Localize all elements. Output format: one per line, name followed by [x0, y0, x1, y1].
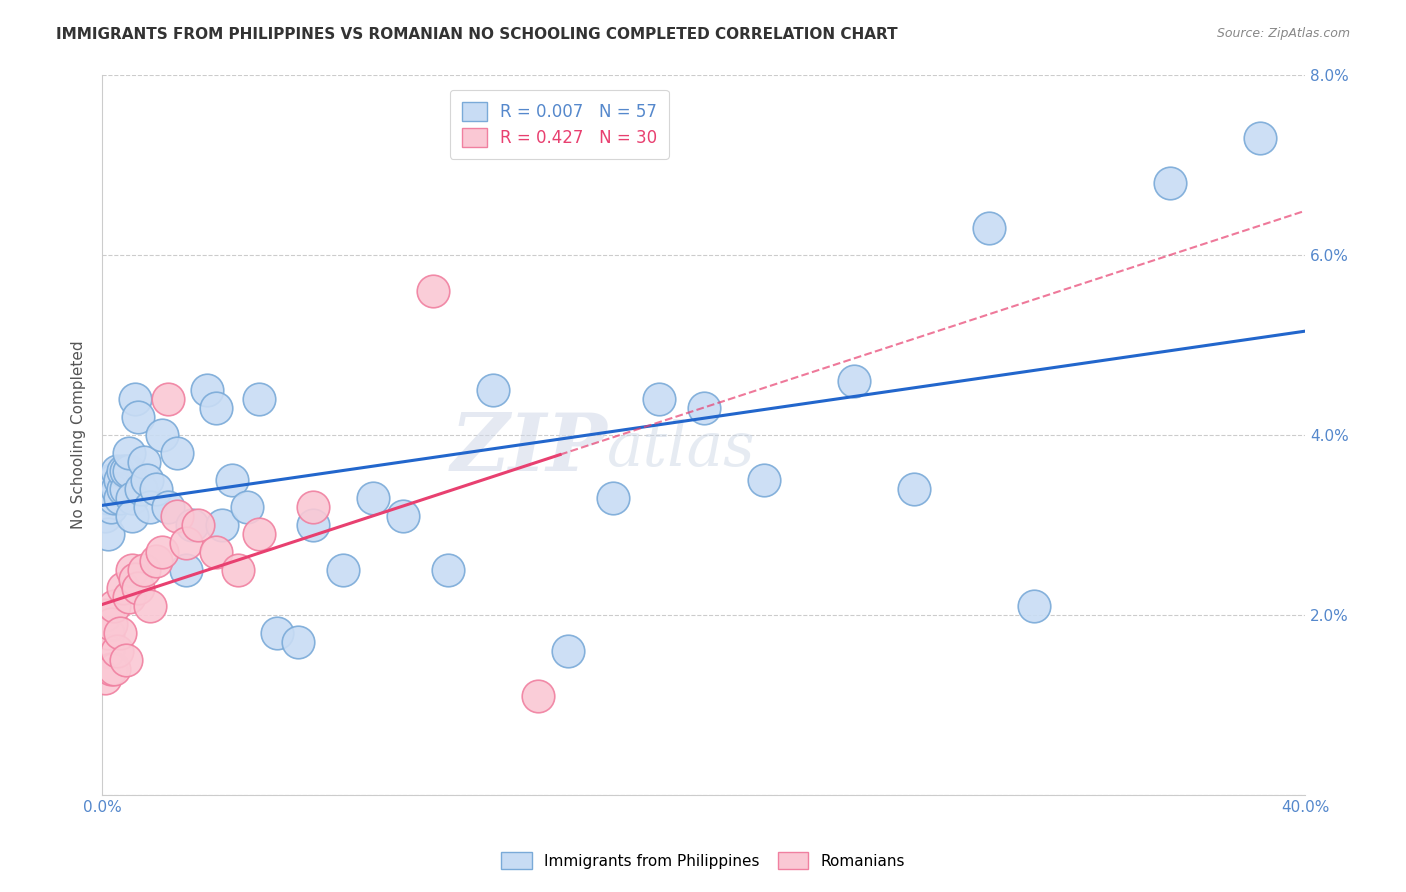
Point	[136, 473, 159, 487]
Point	[157, 392, 180, 406]
Point	[197, 383, 219, 397]
Point	[166, 445, 188, 459]
Point	[105, 643, 128, 657]
Point	[752, 473, 775, 487]
Point	[100, 662, 122, 676]
Point	[527, 689, 550, 703]
Point	[205, 401, 228, 415]
Point	[97, 526, 120, 541]
Point	[134, 563, 156, 577]
Point	[557, 643, 579, 657]
Point	[187, 517, 209, 532]
Point	[602, 491, 624, 505]
Point	[139, 599, 162, 613]
Point	[121, 491, 143, 505]
Point	[235, 500, 257, 514]
Point	[121, 563, 143, 577]
Point	[105, 482, 128, 496]
Text: atlas: atlas	[607, 419, 756, 479]
Point	[121, 508, 143, 523]
Point	[110, 491, 132, 505]
Point	[166, 508, 188, 523]
Point	[100, 473, 122, 487]
Point	[97, 643, 120, 657]
Point	[112, 464, 135, 478]
Legend: Immigrants from Philippines, Romanians: Immigrants from Philippines, Romanians	[495, 846, 911, 875]
Point	[110, 473, 132, 487]
Point	[211, 517, 233, 532]
Point	[392, 508, 415, 523]
Text: IMMIGRANTS FROM PHILIPPINES VS ROMANIAN NO SCHOOLING COMPLETED CORRELATION CHART: IMMIGRANTS FROM PHILIPPINES VS ROMANIAN …	[56, 27, 898, 42]
Point	[100, 616, 122, 631]
Point	[647, 392, 669, 406]
Point	[100, 482, 122, 496]
Point	[176, 535, 198, 549]
Point	[112, 581, 135, 595]
Point	[145, 554, 167, 568]
Point	[221, 473, 243, 487]
Point	[124, 392, 146, 406]
Point	[181, 517, 204, 532]
Point	[139, 500, 162, 514]
Point	[150, 427, 173, 442]
Point	[205, 544, 228, 558]
Point	[157, 500, 180, 514]
Point	[115, 653, 138, 667]
Point	[150, 544, 173, 558]
Point	[266, 625, 288, 640]
Point	[482, 383, 505, 397]
Point	[134, 455, 156, 469]
Point	[226, 563, 249, 577]
Point	[127, 409, 149, 424]
Point	[103, 599, 125, 613]
Point	[332, 563, 354, 577]
Point	[131, 482, 153, 496]
Point	[361, 491, 384, 505]
Point	[97, 491, 120, 505]
Point	[842, 374, 865, 388]
Point	[1159, 176, 1181, 190]
Point	[100, 500, 122, 514]
Point	[1249, 130, 1271, 145]
Point	[97, 625, 120, 640]
Point	[118, 590, 141, 604]
Point	[145, 482, 167, 496]
Point	[110, 625, 132, 640]
Text: Source: ZipAtlas.com: Source: ZipAtlas.com	[1216, 27, 1350, 40]
Point	[103, 662, 125, 676]
Point	[94, 607, 117, 622]
Point	[94, 671, 117, 685]
Point	[112, 482, 135, 496]
Point	[176, 563, 198, 577]
Point	[1024, 599, 1046, 613]
Point	[301, 517, 323, 532]
Point	[301, 500, 323, 514]
Point	[247, 526, 270, 541]
Point	[94, 508, 117, 523]
Legend: R = 0.007   N = 57, R = 0.427   N = 30: R = 0.007 N = 57, R = 0.427 N = 30	[450, 90, 669, 159]
Point	[437, 563, 460, 577]
Point	[287, 634, 309, 648]
Point	[115, 482, 138, 496]
Point	[105, 464, 128, 478]
Point	[118, 445, 141, 459]
Text: ZIP: ZIP	[450, 410, 607, 488]
Point	[692, 401, 714, 415]
Point	[979, 220, 1001, 235]
Y-axis label: No Schooling Completed: No Schooling Completed	[72, 340, 86, 529]
Point	[115, 464, 138, 478]
Point	[118, 464, 141, 478]
Point	[247, 392, 270, 406]
Point	[103, 473, 125, 487]
Point	[103, 491, 125, 505]
Point	[422, 284, 444, 298]
Point	[124, 572, 146, 586]
Point	[903, 482, 925, 496]
Point	[127, 581, 149, 595]
